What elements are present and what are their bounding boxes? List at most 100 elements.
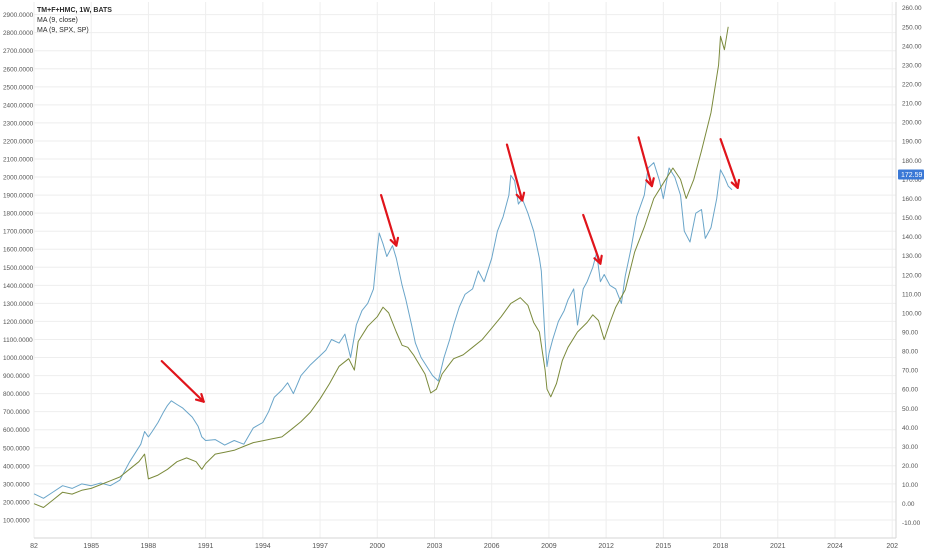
x-tick-label: 2009 — [541, 543, 557, 550]
left-tick-label: 300.0000 — [3, 481, 30, 488]
right-tick-label: 170.00 — [902, 177, 922, 184]
right-tick-label: 200.00 — [902, 120, 922, 127]
red-arrow-head — [593, 254, 603, 265]
x-tick-label: 1994 — [255, 543, 271, 550]
right-tick-label: 180.00 — [902, 158, 922, 165]
left-tick-label: 1600.0000 — [3, 247, 34, 254]
red-arrow-shaft — [637, 136, 653, 188]
x-tick-label: 2024 — [827, 543, 843, 550]
red-arrow-shaft — [379, 194, 398, 247]
left-tick-label: 700.0000 — [3, 409, 30, 416]
right-tick-label: 250.00 — [902, 24, 922, 31]
legend: TM+F+HMC, 1W, BATS MA (9, close) MA (9, … — [37, 7, 112, 34]
right-tick-label: 10.00 — [902, 482, 918, 489]
red-arrow-head — [389, 236, 400, 247]
legend-ma-spx: MA (9, SPX, SP) — [37, 27, 89, 34]
x-tick-label: 1985 — [83, 543, 99, 550]
x-tick-label: 1997 — [312, 543, 328, 550]
red-arrow — [582, 213, 603, 265]
right-tick-label: 40.00 — [902, 425, 918, 432]
right-tick-label: 240.00 — [902, 43, 922, 50]
left-tick-label: 1200.0000 — [3, 319, 34, 326]
series-layer — [33, 26, 733, 508]
right-tick-label: -10.00 — [902, 520, 921, 527]
left-tick-label: 1400.0000 — [3, 283, 34, 290]
red-arrow — [505, 143, 526, 202]
right-tick-label: 230.00 — [902, 62, 922, 69]
left-tick-label: 2800.0000 — [3, 30, 34, 37]
red-arrow-head — [645, 177, 655, 188]
right-tick-label: 80.00 — [902, 349, 918, 356]
red-arrow — [719, 138, 741, 189]
right-tick-label: 210.00 — [902, 101, 922, 108]
annotation-arrows — [160, 136, 741, 403]
left-tick-label: 2500.0000 — [3, 84, 34, 91]
series-ma-close-line — [33, 162, 733, 499]
red-arrow-shaft — [160, 360, 205, 403]
legend-ma-close: MA (9, close) — [37, 17, 78, 24]
x-tick-label: 2012 — [598, 543, 614, 550]
grid-lines — [33, 2, 896, 538]
last-price-badge-bg — [898, 169, 924, 180]
right-tick-label: 110.00 — [902, 291, 922, 298]
right-tick-label: 120.00 — [902, 272, 922, 279]
x-tick-label: 202 — [886, 543, 898, 550]
x-tick-label: 2015 — [656, 543, 672, 550]
left-tick-label: 100.0000 — [3, 517, 30, 524]
left-tick-label: 2300.0000 — [3, 120, 34, 127]
right-tick-label: 60.00 — [902, 387, 918, 394]
left-tick-label: 2700.0000 — [3, 48, 34, 55]
red-arrow-head — [515, 191, 526, 202]
left-tick-label: 1500.0000 — [3, 265, 34, 272]
left-tick-label: 800.0000 — [3, 391, 30, 398]
x-tick-label: 1988 — [141, 543, 157, 550]
axes: 82 1985 1988 1991 1994 1997 2000 2003 2006 2009 20… — [3, 2, 922, 550]
right-tick-label: 190.00 — [902, 139, 922, 146]
red-arrow-head — [730, 178, 741, 189]
left-tick-label: 2100.0000 — [3, 157, 34, 164]
right-tick-label: 30.00 — [902, 444, 918, 451]
left-tick-label: 2900.0000 — [3, 12, 34, 19]
left-tick-label: 1900.0000 — [3, 193, 34, 200]
red-arrow-shaft — [719, 138, 739, 189]
right-tick-label: 130.00 — [902, 253, 922, 260]
left-tick-label: 2600.0000 — [3, 66, 34, 73]
red-arrow — [160, 360, 205, 403]
left-tick-label: 1100.0000 — [3, 337, 33, 344]
x-tick-label: 2006 — [484, 543, 500, 550]
right-tick-label: 100.00 — [902, 310, 922, 317]
left-tick-label: 1800.0000 — [3, 211, 34, 218]
left-tick-label: 400.0000 — [3, 463, 30, 470]
left-tick-label: 1700.0000 — [3, 229, 34, 236]
right-tick-label: 140.00 — [902, 234, 922, 241]
right-tick-label: 50.00 — [902, 406, 918, 413]
x-tick-label: 2018 — [713, 543, 729, 550]
left-tick-label: 900.0000 — [3, 373, 30, 380]
right-tick-label: 260.00 — [902, 5, 922, 12]
red-arrow — [379, 194, 400, 247]
x-tick-label: 2021 — [770, 543, 786, 550]
left-tick-label: 500.0000 — [3, 445, 30, 452]
right-tick-label: 20.00 — [902, 463, 918, 470]
x-tick-label: 2000 — [369, 543, 385, 550]
left-tick-label: 200.0000 — [3, 499, 30, 506]
red-arrow — [637, 136, 655, 188]
left-tick-label: 1300.0000 — [3, 301, 34, 308]
right-tick-label: 0.00 — [902, 501, 915, 508]
right-tick-label: 70.00 — [902, 368, 918, 375]
left-tick-label: 2400.0000 — [3, 102, 34, 109]
left-tick-label: 2000.0000 — [3, 175, 34, 182]
series-ma-spx-line — [33, 26, 729, 508]
right-tick-label: 150.00 — [902, 215, 922, 222]
left-tick-label: 1000.0000 — [3, 355, 34, 362]
x-tick-label: 2003 — [427, 543, 443, 550]
red-arrow-head — [194, 393, 205, 403]
right-tick-label: 90.00 — [902, 329, 918, 336]
left-tick-label: 2200.0000 — [3, 138, 34, 145]
red-arrow-shaft — [505, 143, 524, 202]
right-tick-label: 220.00 — [902, 82, 922, 89]
right-tick-label: 160.00 — [902, 196, 922, 203]
